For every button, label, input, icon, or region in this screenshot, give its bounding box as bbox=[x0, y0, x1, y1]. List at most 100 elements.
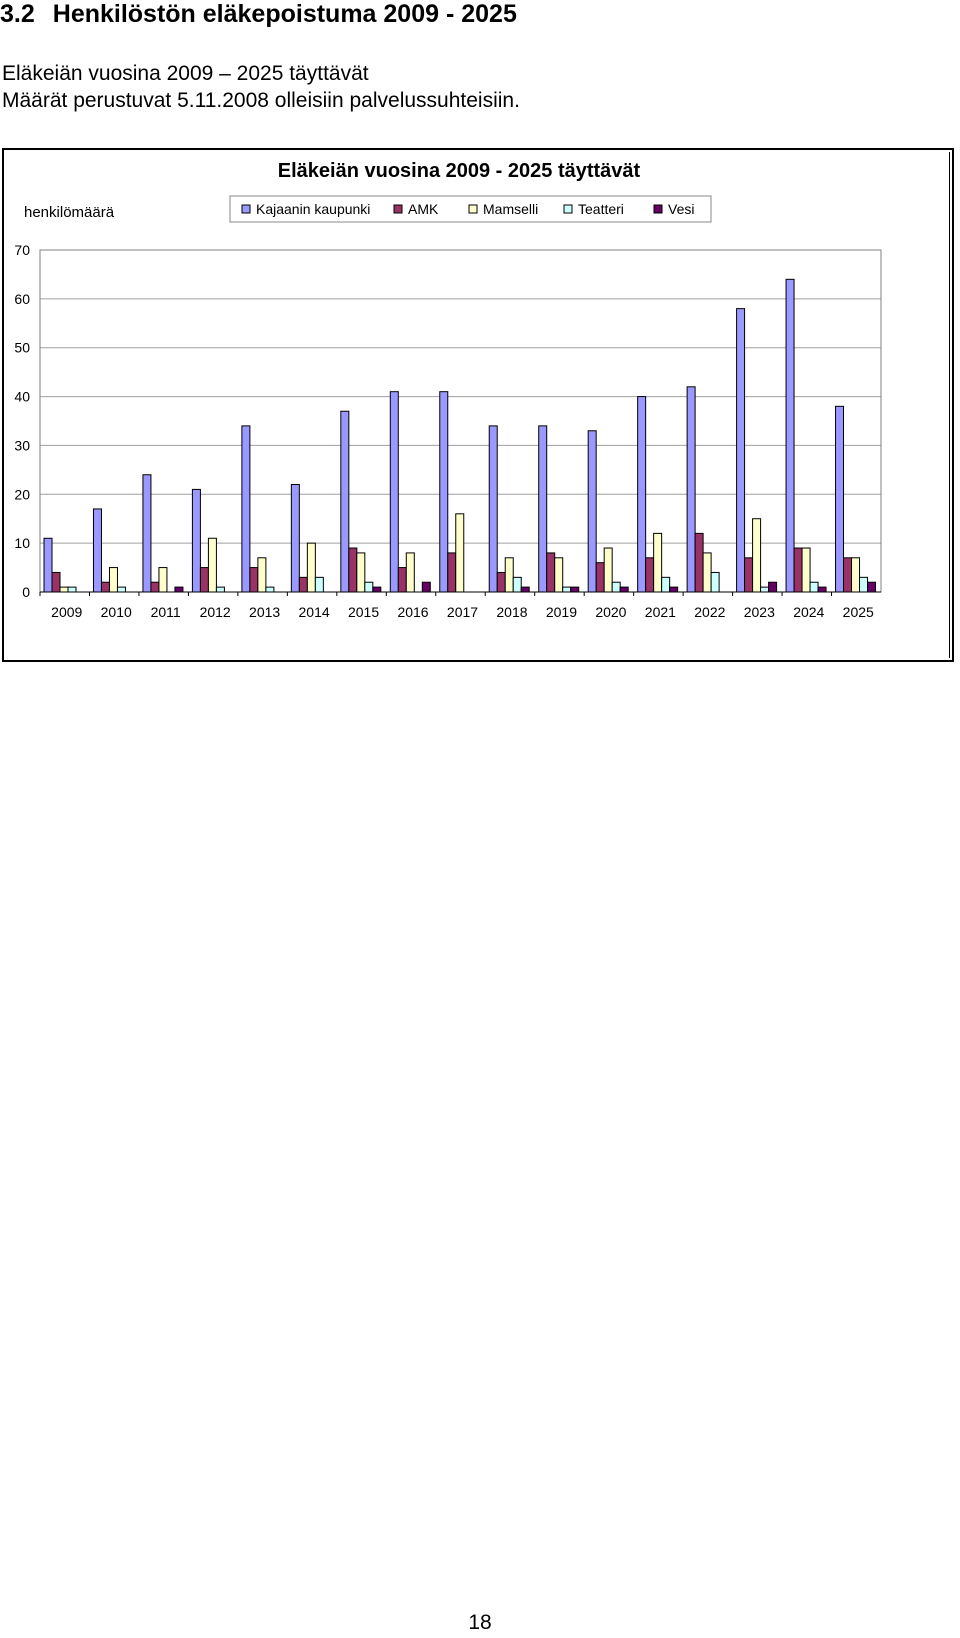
bar-kajaanin-kaupunki-2015 bbox=[340, 410, 350, 593]
y-tick-label: 70 bbox=[14, 242, 30, 258]
bar-mamselli-2017 bbox=[455, 513, 465, 593]
x-tick-label: 2017 bbox=[447, 604, 478, 620]
bar-kajaanin-kaupunki-2013 bbox=[241, 425, 251, 593]
bar-mamselli-2014 bbox=[306, 542, 316, 593]
section-title: Henkilöstön eläkepoistuma 2009 - 2025 bbox=[52, 0, 517, 28]
bar-mamselli-2009 bbox=[59, 586, 69, 593]
section-heading: 3.2 Henkilöstön eläkepoistuma 2009 - 2025 bbox=[0, 0, 517, 29]
bar-amk-2023 bbox=[744, 557, 754, 593]
bar-mamselli-2023 bbox=[752, 518, 762, 593]
bar-teatteri-2022 bbox=[710, 571, 720, 593]
bar-vesi-2011 bbox=[174, 586, 184, 593]
bar-teatteri-2012 bbox=[215, 586, 225, 593]
bar-kajaanin-kaupunki-2012 bbox=[191, 488, 201, 593]
x-tick-label: 2013 bbox=[249, 604, 280, 620]
x-tick-label: 2009 bbox=[51, 604, 82, 620]
bar-amk-2009 bbox=[51, 571, 61, 593]
bar-kajaanin-kaupunki-2019 bbox=[538, 425, 548, 593]
legend-label-4: Teatteri bbox=[578, 201, 624, 217]
bar-teatteri-2014 bbox=[314, 576, 324, 593]
bar-teatteri-2020 bbox=[611, 581, 621, 593]
x-tick-label: 2024 bbox=[793, 604, 824, 620]
bar-kajaanin-kaupunki-2024 bbox=[785, 278, 795, 593]
bar-amk-2015 bbox=[348, 547, 358, 593]
bar-mamselli-2024 bbox=[801, 547, 811, 593]
bar-amk-2014 bbox=[298, 576, 308, 593]
bar-amk-2010 bbox=[100, 581, 110, 593]
bar-kajaanin-kaupunki-2009 bbox=[43, 537, 53, 593]
bar-mamselli-2021 bbox=[653, 532, 663, 593]
bar-mamselli-2016 bbox=[405, 552, 415, 593]
bar-mamselli-2010 bbox=[108, 567, 118, 593]
bar-kajaanin-kaupunki-2016 bbox=[389, 391, 399, 593]
bar-amk-2017 bbox=[447, 552, 457, 593]
x-tick-label: 2025 bbox=[843, 604, 874, 620]
legend-swatch-1 bbox=[241, 204, 251, 214]
bar-mamselli-2020 bbox=[603, 547, 613, 593]
bar-kajaanin-kaupunki-2011 bbox=[142, 474, 152, 593]
bar-chart: Eläkeiän vuosina 2009 - 2025 täyttävät he… bbox=[14, 160, 882, 620]
bar-vesi-2023 bbox=[768, 581, 778, 593]
legend-swatch-3 bbox=[468, 204, 478, 214]
y-tick-label: 40 bbox=[14, 389, 30, 405]
bar-kajaanin-kaupunki-2014 bbox=[290, 484, 300, 593]
bar-mamselli-2025 bbox=[851, 557, 861, 593]
bar-mamselli-2013 bbox=[257, 557, 267, 593]
bar-kajaanin-kaupunki-2025 bbox=[835, 405, 845, 593]
bar-teatteri-2010 bbox=[116, 586, 126, 593]
bar-vesi-2016 bbox=[421, 581, 431, 593]
bar-amk-2016 bbox=[397, 567, 407, 593]
y-tick-label: 60 bbox=[14, 291, 30, 307]
bar-vesi-2018 bbox=[520, 586, 530, 593]
bar-mamselli-2019 bbox=[554, 557, 564, 593]
x-tick-label: 2016 bbox=[397, 604, 428, 620]
x-tick-label: 2015 bbox=[348, 604, 379, 620]
bar-vesi-2015 bbox=[372, 586, 382, 593]
bar-kajaanin-kaupunki-2010 bbox=[92, 508, 102, 593]
bar-teatteri-2024 bbox=[809, 581, 819, 593]
section-number: 3.2 bbox=[0, 0, 35, 28]
bar-amk-2022 bbox=[694, 532, 704, 593]
intro-line-1: Eläkeiän vuosina 2009 – 2025 täyttävät bbox=[2, 62, 369, 85]
bar-mamselli-2022 bbox=[702, 552, 712, 593]
bar-mamselli-2011 bbox=[158, 567, 168, 593]
page-number: 18 bbox=[468, 1611, 492, 1634]
legend-label-2: AMK bbox=[408, 201, 439, 217]
bar-mamselli-2015 bbox=[356, 552, 366, 593]
x-tick-label: 2020 bbox=[595, 604, 626, 620]
bar-amk-2021 bbox=[645, 557, 655, 593]
bar-teatteri-2015 bbox=[364, 581, 374, 593]
x-tick-label: 2022 bbox=[694, 604, 725, 620]
bar-amk-2012 bbox=[199, 567, 209, 593]
chart-frame: Eläkeiän vuosina 2009 - 2025 täyttävät he… bbox=[2, 148, 954, 662]
y-tick-label: 10 bbox=[14, 535, 30, 551]
bar-vesi-2019 bbox=[570, 586, 580, 593]
bar-kajaanin-kaupunki-2022 bbox=[686, 386, 696, 593]
legend-swatch-5 bbox=[653, 204, 663, 214]
bar-kajaanin-kaupunki-2018 bbox=[488, 425, 498, 593]
bar-amk-2019 bbox=[546, 552, 556, 593]
y-axis-label: henkilömäärä bbox=[24, 204, 115, 221]
legend-swatch-2 bbox=[393, 204, 403, 214]
chart-title: Eläkeiän vuosina 2009 - 2025 täyttävät bbox=[278, 160, 641, 182]
x-tick-label: 2014 bbox=[299, 604, 330, 620]
intro-line-2: Määrät perustuvat 5.11.2008 olleisiin pa… bbox=[2, 89, 520, 112]
bar-teatteri-2023 bbox=[760, 586, 770, 593]
legend-label-1: Kajaanin kaupunki bbox=[256, 201, 370, 217]
bar-teatteri-2025 bbox=[859, 576, 869, 593]
bar-vesi-2020 bbox=[619, 586, 629, 593]
x-tick-label: 2011 bbox=[151, 604, 181, 620]
bar-vesi-2021 bbox=[669, 586, 679, 593]
bar-kajaanin-kaupunki-2021 bbox=[637, 396, 647, 593]
bar-vesi-2025 bbox=[867, 581, 877, 593]
bar-teatteri-2019 bbox=[562, 586, 572, 593]
bar-kajaanin-kaupunki-2023 bbox=[736, 308, 746, 593]
bar-vesi-2024 bbox=[817, 586, 827, 593]
y-tick-label: 30 bbox=[14, 437, 30, 453]
bar-amk-2011 bbox=[150, 581, 160, 593]
x-tick-label: 2018 bbox=[496, 604, 527, 620]
bar-kajaanin-kaupunki-2020 bbox=[587, 430, 597, 593]
bar-amk-2020 bbox=[595, 562, 605, 593]
legend-swatch-4 bbox=[563, 204, 573, 214]
x-tick-label: 2021 bbox=[645, 604, 676, 620]
